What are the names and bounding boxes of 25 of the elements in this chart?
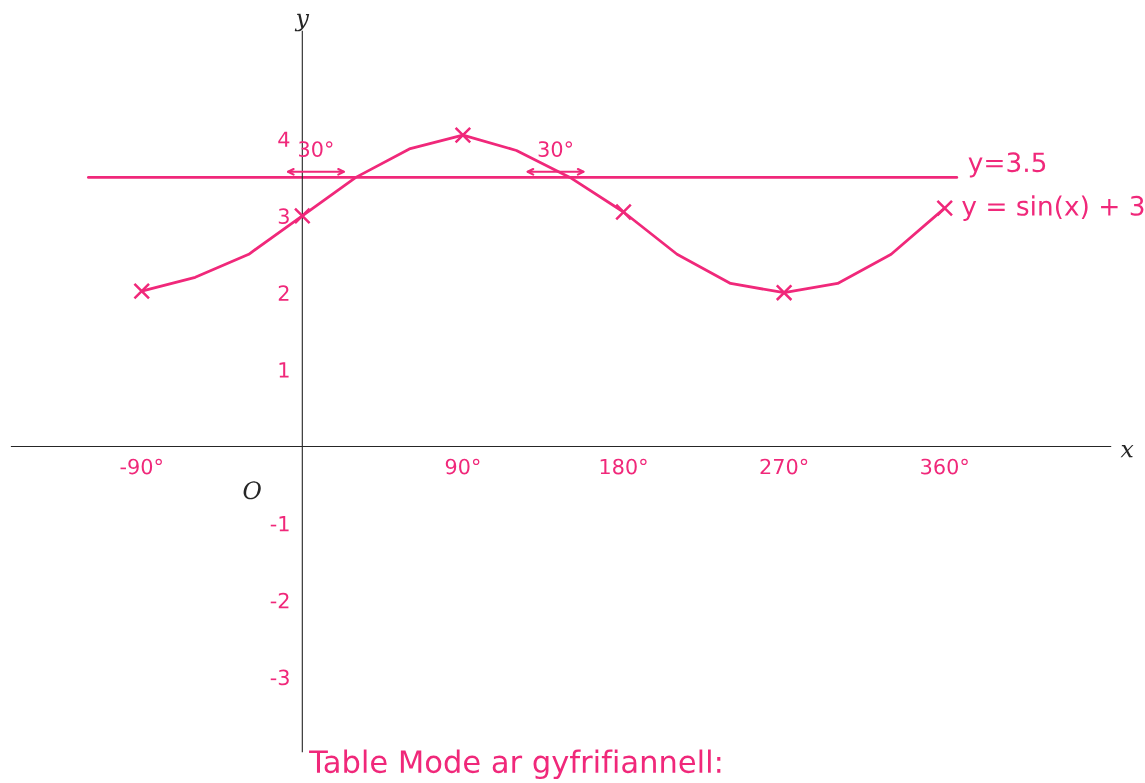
x-tick-label: 270° bbox=[760, 458, 808, 475]
x-tick-label: 360° bbox=[921, 458, 968, 475]
point bbox=[614, 203, 633, 221]
annotation: 30° bbox=[538, 141, 573, 157]
point bbox=[454, 126, 472, 144]
point bbox=[775, 284, 793, 302]
y-tick-label: 2 bbox=[278, 285, 289, 301]
y-tick-label: -2 bbox=[270, 592, 289, 609]
y-tick-label: -3 bbox=[270, 669, 289, 686]
x-tick-label: 90° bbox=[445, 458, 480, 475]
ref-line-label: y=3.5 bbox=[968, 152, 1046, 178]
y-tick-label: 1 bbox=[279, 362, 289, 378]
point bbox=[936, 199, 954, 217]
series-label: y = sin(x) + 3 bbox=[962, 195, 1144, 221]
x-tick-label: 180° bbox=[600, 458, 647, 475]
y-axis-title: y bbox=[294, 13, 310, 32]
annotation: Table Mode ar gyfrifiannell: bbox=[309, 749, 721, 780]
y-tick-label: 4 bbox=[278, 131, 290, 147]
y-tick-label: -1 bbox=[270, 516, 289, 532]
x-axis-title: x bbox=[1120, 444, 1134, 458]
point bbox=[133, 282, 151, 300]
annotation: O bbox=[243, 481, 261, 500]
x-tick-label: -90° bbox=[120, 458, 162, 475]
y-tick-label: 3 bbox=[278, 208, 289, 225]
point bbox=[293, 207, 311, 225]
